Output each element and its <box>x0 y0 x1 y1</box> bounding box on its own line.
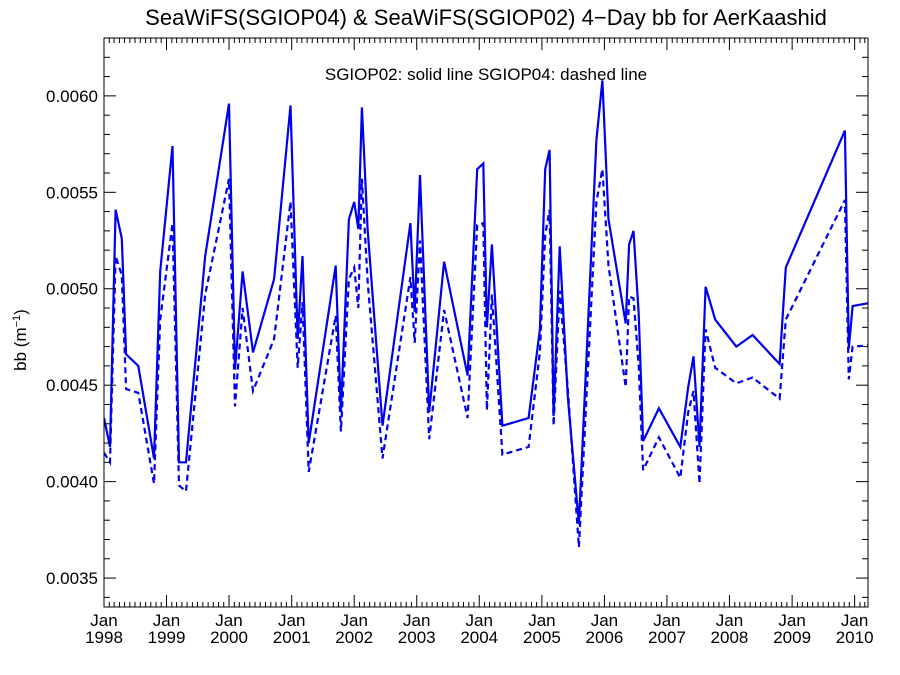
x-tick-year-label: 2005 <box>523 628 561 647</box>
x-tick-year-label: 2010 <box>836 628 874 647</box>
legend-annotation: SGIOP02: solid line SGIOP04: dashed line <box>325 65 647 84</box>
x-tick-month-label: Jan <box>841 611 868 630</box>
y-tick-label: 0.0035 <box>46 569 98 588</box>
series-layer <box>104 80 868 548</box>
x-tick-month-label: Jan <box>90 611 117 630</box>
y-tick-label: 0.0055 <box>46 183 98 202</box>
y-tick-label: 0.0040 <box>46 473 98 492</box>
x-tick-month-label: Jan <box>653 611 680 630</box>
y-tick-label: 0.0045 <box>46 376 98 395</box>
x-tick-year-label: 2002 <box>335 628 373 647</box>
x-tick-year-label: 2007 <box>648 628 686 647</box>
x-tick-month-label: Jan <box>716 611 743 630</box>
x-tick-month-label: Jan <box>591 611 618 630</box>
x-tick-month-label: Jan <box>403 611 430 630</box>
x-tick-year-label: 2000 <box>210 628 248 647</box>
y-axis-label-exponent: −1 <box>11 315 23 328</box>
x-tick-month-label: Jan <box>466 611 493 630</box>
x-tick-month-label: Jan <box>153 611 180 630</box>
x-tick-month-label: Jan <box>778 611 805 630</box>
series-line-solid <box>104 80 868 525</box>
x-tick-year-label: 2001 <box>273 628 311 647</box>
x-tick-year-label: 1999 <box>148 628 186 647</box>
x-tick-year-label: 2006 <box>586 628 624 647</box>
x-tick-month-label: Jan <box>528 611 555 630</box>
y-tick-label: 0.0050 <box>46 280 98 299</box>
x-tick-year-label: 2009 <box>773 628 811 647</box>
y-tick-label: 0.0060 <box>46 87 98 106</box>
series-line-dashed <box>104 169 868 548</box>
y-axis-label-close: ) <box>11 309 30 315</box>
x-tick-year-label: 2003 <box>398 628 436 647</box>
x-tick-month-label: Jan <box>341 611 368 630</box>
x-tick-year-label: 2004 <box>460 628 498 647</box>
axes-layer: 0.00350.00400.00450.00500.00550.0060Jan1… <box>46 37 874 647</box>
y-axis-label-base: bb (m <box>11 327 30 370</box>
plot-frame <box>103 37 869 608</box>
y-axis-label: bb (m−1) <box>11 309 30 371</box>
x-tick-month-label: Jan <box>278 611 305 630</box>
x-tick-year-label: 1998 <box>85 628 123 647</box>
x-tick-month-label: Jan <box>215 611 242 630</box>
x-tick-year-label: 2008 <box>711 628 749 647</box>
chart-title: SeaWiFS(SGIOP04) & SeaWiFS(SGIOP02) 4−Da… <box>145 5 827 30</box>
